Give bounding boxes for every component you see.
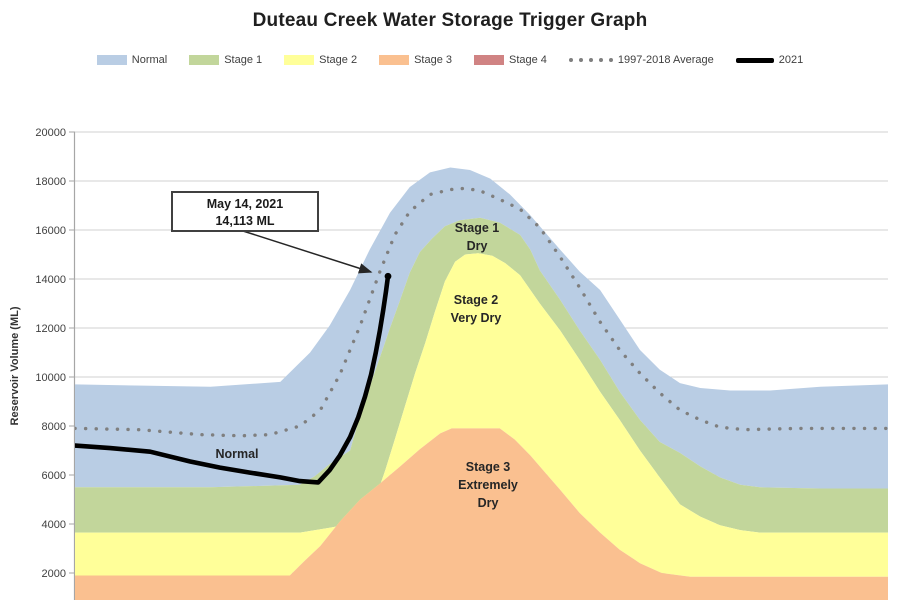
band-stage-1 bbox=[75, 217, 888, 533]
band-stage-2 bbox=[75, 253, 888, 577]
legend-swatch-dots bbox=[568, 58, 613, 62]
legend-swatch-rect bbox=[189, 55, 220, 65]
legend-item-stage-4: Stage 4 bbox=[473, 54, 547, 66]
legend-label: 1997-2018 Average bbox=[617, 54, 714, 66]
band-stage-3 bbox=[75, 428, 888, 600]
tick-label-4000: 4000 bbox=[42, 519, 66, 531]
tick-label-2000: 2000 bbox=[42, 568, 66, 580]
series-end-marker-2021 bbox=[384, 272, 392, 280]
tick-label-6000: 6000 bbox=[42, 470, 66, 482]
region-labels-layer: Normal Stage 1 Dry Stage 2 Very Dry Stage 3 Ex… bbox=[215, 221, 517, 510]
legend-label: Stage 4 bbox=[508, 54, 547, 66]
band-normal bbox=[75, 167, 888, 489]
legend-item-normal: Normal bbox=[96, 54, 168, 66]
region-label-stage2: Stage 2 Very Dry bbox=[451, 293, 502, 325]
region-label-stage3: Stage 3 Extremely Dry bbox=[458, 460, 518, 510]
legend-swatch-rect bbox=[96, 55, 127, 65]
legend-swatch-rect bbox=[473, 55, 504, 65]
legend-swatch-line bbox=[735, 57, 774, 63]
annotation-callout: May 14, 2021 14,113 ML bbox=[171, 191, 373, 274]
tick-label-10000: 10000 bbox=[35, 372, 66, 384]
annotation-value: 14,113 ML bbox=[215, 214, 274, 228]
trigger-bands-layer bbox=[75, 167, 888, 600]
legend-item-2021: 2021 bbox=[735, 54, 804, 66]
y-axis-title: Reservoir Volume (ML) bbox=[9, 306, 21, 425]
annotation-date: May 14, 2021 bbox=[207, 197, 283, 211]
region-label-normal: Normal bbox=[215, 447, 258, 461]
annotation-box bbox=[171, 191, 319, 232]
legend-label: 2021 bbox=[778, 54, 804, 66]
tick-label-8000: 8000 bbox=[42, 421, 66, 433]
series-line-2021 bbox=[75, 273, 391, 485]
tick-label-18000: 18000 bbox=[35, 176, 66, 188]
legend: Normal Stage 1 Stage 2 Stage 3 Stage 4 1997-2… bbox=[0, 54, 900, 66]
tick-label-16000: 16000 bbox=[35, 225, 66, 237]
legend-item-1997-2018-average: 1997-2018 Average bbox=[568, 54, 714, 66]
series-lines-layer bbox=[75, 186, 888, 485]
chart-title: Duteau Creek Water Storage Trigger Graph bbox=[252, 10, 648, 31]
tick-label-20000: 20000 bbox=[35, 127, 66, 139]
legend-label: Stage 3 bbox=[414, 54, 452, 66]
annotation-arrow bbox=[242, 230, 373, 274]
legend-item-stage-1: Stage 1 bbox=[189, 54, 262, 66]
region-label-stage1: Stage 1 Dry bbox=[455, 221, 500, 253]
tick-label-14000: 14000 bbox=[35, 274, 66, 286]
legend-item-stage-3: Stage 3 bbox=[379, 54, 452, 66]
tick-label-12000: 12000 bbox=[35, 323, 66, 335]
legend-swatch-rect bbox=[379, 55, 410, 65]
legend-label: Normal bbox=[131, 54, 168, 66]
legend-item-stage-2: Stage 2 bbox=[284, 54, 357, 66]
legend-swatch-rect bbox=[284, 55, 315, 65]
legend-label: Stage 2 bbox=[319, 54, 358, 66]
legend-label: Stage 1 bbox=[224, 54, 263, 66]
